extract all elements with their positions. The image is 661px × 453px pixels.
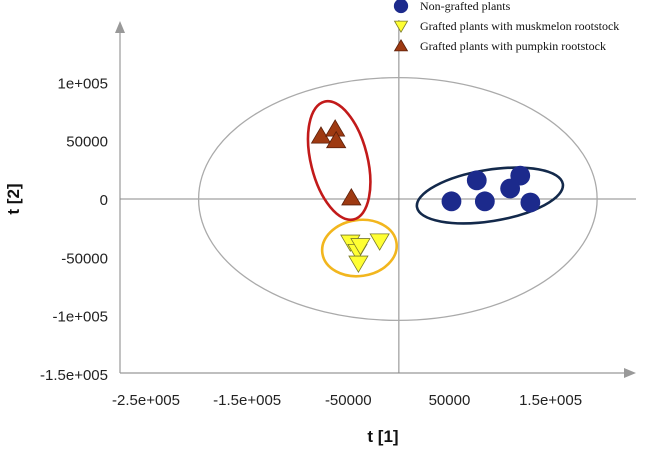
x-tick-label: -2.5e+005 <box>112 392 180 409</box>
group-ellipses <box>306 99 565 278</box>
y-tick-label: -1.5e+005 <box>40 367 108 384</box>
x-tick-label: 50000 <box>429 392 471 409</box>
group-ellipse <box>415 166 565 225</box>
y-axis-arrow <box>115 21 125 33</box>
data-point <box>350 238 371 256</box>
legend-marker <box>393 39 409 52</box>
y-tick-label: 0 <box>100 192 108 209</box>
group-ellipse <box>306 99 372 222</box>
y-tick-label: 1e+005 <box>58 75 108 92</box>
data-points <box>310 119 541 273</box>
data-point <box>348 255 369 273</box>
data-point <box>441 191 462 212</box>
y-tick-label: 50000 <box>66 134 108 151</box>
data-point <box>520 192 541 213</box>
axes <box>115 20 636 378</box>
data-point <box>325 130 347 149</box>
data-point <box>466 170 487 191</box>
legend-entry: Grafted plants with muskmelon rootstock <box>420 19 619 33</box>
data-point <box>369 233 390 251</box>
data-point <box>474 191 495 212</box>
x-tick-label: -1.5e+005 <box>213 392 281 409</box>
hotelling-ellipse <box>197 76 598 322</box>
legend-entry: Non-grafted plants <box>420 0 511 13</box>
x-tick-labels: -2.5e+005 -1.5e+005 -50000 50000 1.5e+005 <box>112 392 582 409</box>
x-tick-label: -50000 <box>325 392 372 409</box>
data-point <box>510 165 531 186</box>
group-ellipse <box>320 218 398 278</box>
data-point <box>341 188 362 206</box>
data-point <box>310 126 332 144</box>
y-axis-title: t [2] <box>4 183 23 214</box>
y-tick-labels: 1e+005 50000 0 -50000 -1e+005 -1.5e+005 <box>40 75 108 384</box>
y-tick-label: -50000 <box>61 250 108 267</box>
legend-entry: Grafted plants with pumpkin rootstock <box>420 39 606 53</box>
y-tick-label: -1e+005 <box>53 309 108 326</box>
x-tick-label: 1.5e+005 <box>519 392 582 409</box>
x-axis-arrow <box>624 368 636 378</box>
x-axis-title: t [1] <box>367 427 398 446</box>
legend: Non-grafted plants Grafted plants with mu… <box>393 0 619 53</box>
legend-marker <box>393 0 409 14</box>
legend-marker <box>393 20 409 33</box>
